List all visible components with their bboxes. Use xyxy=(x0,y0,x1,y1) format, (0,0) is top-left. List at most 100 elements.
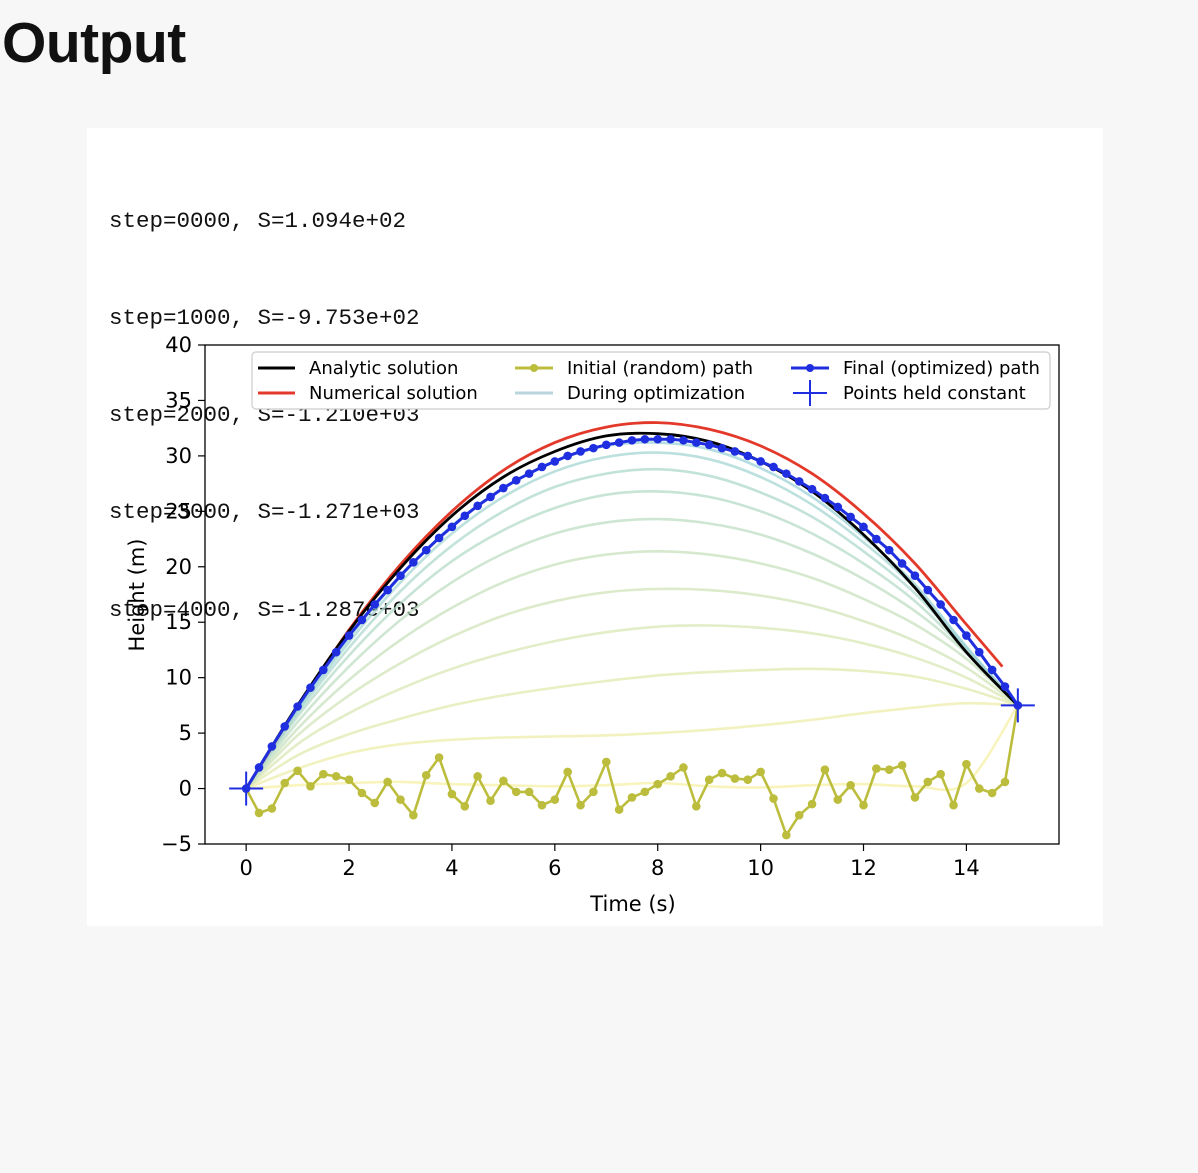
final-path-point xyxy=(396,571,405,580)
legend-marker-initial xyxy=(530,364,538,372)
during-optimization-path xyxy=(245,517,1019,790)
final-path-point xyxy=(370,600,380,609)
final-path-point xyxy=(833,502,843,512)
initial-path-point xyxy=(987,788,997,798)
initial-path-point xyxy=(370,798,380,808)
initial-path-point xyxy=(884,765,894,775)
initial-path-point xyxy=(486,796,495,806)
final-path-point xyxy=(807,484,817,494)
during-optimization-path xyxy=(245,467,1019,790)
initial-path-point xyxy=(357,788,367,798)
final-path-point xyxy=(460,511,470,521)
axis-layer: 0 2 4 6 8 10 12 14 −5 0 5 10 15 20 25 30 35 40 xyxy=(161,333,980,880)
y-tick-label: −5 xyxy=(161,832,192,856)
final-path-point xyxy=(897,559,907,568)
during-optimization-path xyxy=(245,587,1019,790)
final-path-point xyxy=(987,665,997,675)
y-tick-label: 15 xyxy=(165,610,192,634)
final-path-point xyxy=(589,443,598,453)
x-tick-label: 4 xyxy=(445,856,458,880)
initial-path-point xyxy=(640,787,650,797)
final-path-point xyxy=(923,585,933,595)
final-path-point xyxy=(409,558,418,567)
output-panel: step=0000, S=1.094e+02 step=1000, S=-9.7… xyxy=(87,128,1103,926)
x-tick-label: 2 xyxy=(342,856,355,880)
final-path-point xyxy=(962,631,971,640)
initial-path-point xyxy=(524,787,534,797)
initial-path-point xyxy=(447,789,457,799)
initial-path-point xyxy=(743,775,753,784)
initial-path-point xyxy=(383,777,392,787)
y-tick-label: 25 xyxy=(165,499,192,523)
initial-path-point xyxy=(756,767,765,777)
legend-frame xyxy=(251,351,1051,410)
initial-path-point xyxy=(962,759,971,769)
initial-path-point xyxy=(936,769,945,779)
during-optimization-path xyxy=(245,667,1019,790)
final-path-point xyxy=(1000,682,1010,691)
final-path-point xyxy=(910,571,920,580)
legend-label-initial: Initial (random) path xyxy=(567,358,753,379)
final-path-point xyxy=(704,440,714,450)
y-tick-label: 40 xyxy=(165,333,192,357)
trajectory-chart: 0 2 4 6 8 10 12 14 −5 0 5 10 15 20 25 30 35 40 Time (s) H… xyxy=(125,333,1060,916)
final-path-point xyxy=(511,475,521,485)
legend-label-numerical: Numerical solution xyxy=(309,383,478,404)
initial-path-point xyxy=(627,793,637,802)
y-tick-label: 5 xyxy=(179,721,192,745)
during-optimization-path xyxy=(245,624,1019,790)
final-path-point xyxy=(653,434,663,444)
final-path-point xyxy=(601,440,611,450)
during-optimization-path xyxy=(245,490,1019,790)
initial-path-point xyxy=(872,764,881,773)
final-path-point xyxy=(872,534,881,544)
initial-path-point xyxy=(460,801,470,811)
final-path-point xyxy=(576,447,585,456)
initial-path-point xyxy=(653,779,663,789)
initial-path-point xyxy=(331,772,341,781)
final-path-point xyxy=(434,533,444,543)
final-path-point xyxy=(267,742,277,751)
final-path-point xyxy=(640,434,650,444)
final-path-point xyxy=(730,447,740,456)
during-optimization-path xyxy=(246,704,1019,792)
initial-path-point xyxy=(666,772,675,781)
initial-path-point xyxy=(421,770,431,780)
final-path-point xyxy=(563,451,572,461)
training-log: step=0000, S=1.094e+02 step=1000, S=-9.7… xyxy=(109,140,420,691)
initial-path-point xyxy=(782,830,791,840)
initial-path-point xyxy=(730,774,740,783)
initial-path-point xyxy=(1000,777,1010,787)
x-tick-label: 14 xyxy=(953,856,980,880)
final-path-point xyxy=(293,702,302,711)
initial-path-line xyxy=(245,705,1020,839)
final-path-point xyxy=(743,451,753,461)
initial-path-point xyxy=(897,760,907,770)
initial-path-point xyxy=(434,753,444,762)
initial-path-point xyxy=(563,767,572,777)
y-tick-label: 35 xyxy=(165,388,192,412)
initial-path-point xyxy=(859,800,868,810)
initial-path-point xyxy=(820,765,830,775)
log-line: step=1000, S=-9.753e+02 xyxy=(109,305,420,332)
initial-path-point xyxy=(769,794,778,803)
series-group xyxy=(241,421,1023,840)
final-path-point xyxy=(884,545,894,555)
plot-layer xyxy=(229,421,1035,840)
y-tick-label: 0 xyxy=(179,777,192,801)
initial-path-point xyxy=(396,795,405,804)
initial-path-point xyxy=(550,795,560,804)
legend-label-final: Final (optimized) path xyxy=(843,358,1040,379)
log-line: step=0000, S=1.094e+02 xyxy=(109,207,407,234)
initial-path-point xyxy=(679,763,688,772)
final-path-point xyxy=(949,615,958,625)
final-path-point xyxy=(782,469,791,478)
initial-path-point xyxy=(293,766,302,776)
final-path-point xyxy=(692,438,701,447)
final-path-point xyxy=(756,457,765,466)
initial-path-point xyxy=(254,808,264,818)
final-path-point xyxy=(524,469,534,478)
final-path-point xyxy=(486,492,495,502)
legend: Analytic solution Numerical solution Ini… xyxy=(251,351,1051,410)
final-path-point xyxy=(769,462,778,472)
